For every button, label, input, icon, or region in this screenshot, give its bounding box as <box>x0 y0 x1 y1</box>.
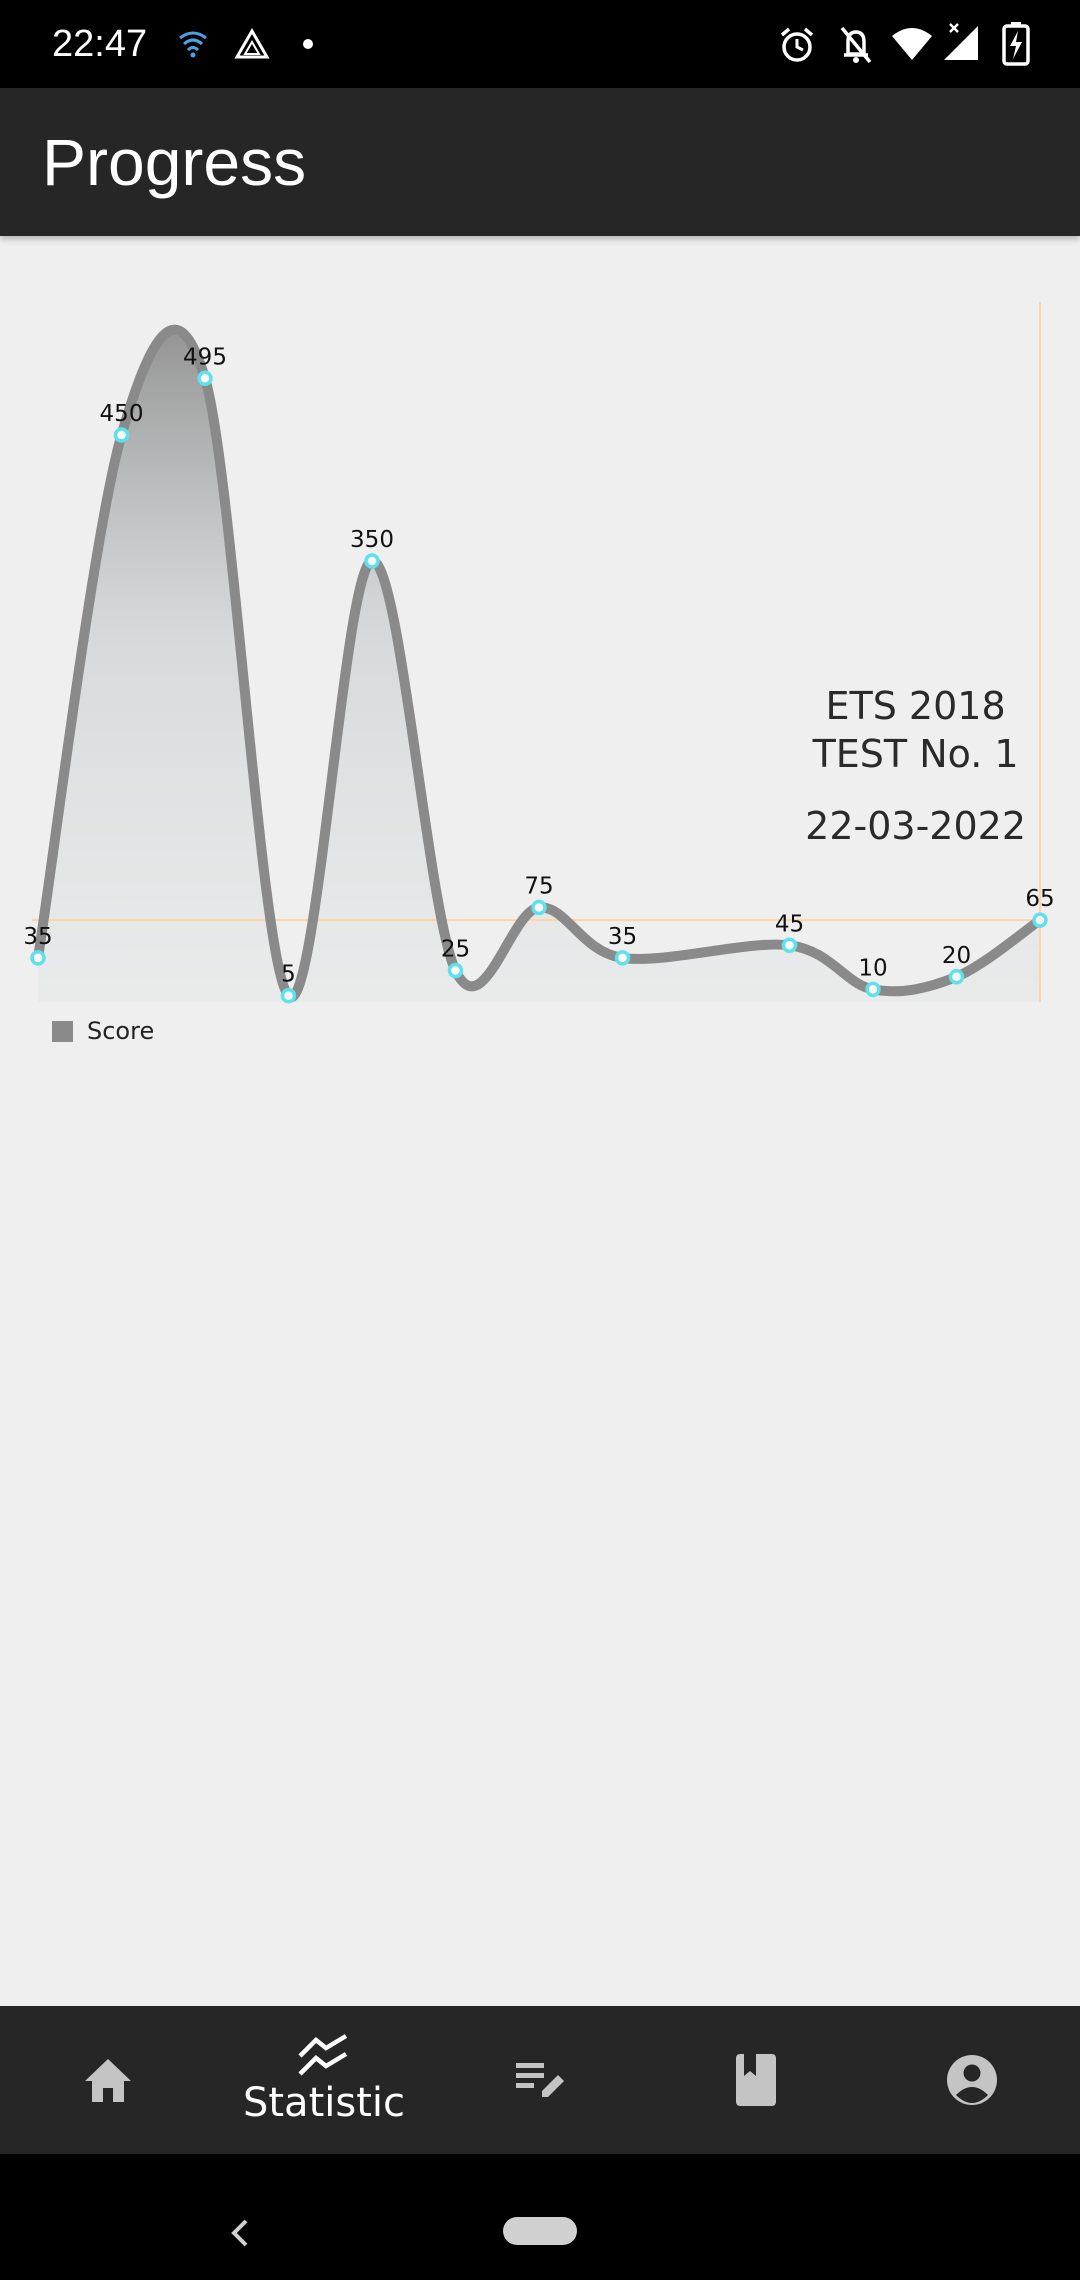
data-point-label: 75 <box>524 874 553 900</box>
marker-test-series: ETS 2018 <box>825 684 1006 728</box>
notifications-off-icon <box>840 26 872 64</box>
nav-bookmarks[interactable] <box>648 2006 864 2154</box>
nav-statistic-label: Statistic <box>242 2080 405 2126</box>
data-point[interactable] <box>280 987 297 1004</box>
bookmark-icon <box>736 2054 776 2106</box>
account-icon <box>947 2055 997 2105</box>
drive-icon <box>234 28 270 59</box>
status-bar: 22:47 <box>0 0 1080 88</box>
app-bar: Progress <box>0 88 1080 236</box>
data-point-label: 450 <box>100 401 144 427</box>
progress-chart[interactable]: 35 450 495 5 350 25 75 35 45 10 20 65 <box>0 236 1080 1076</box>
data-point-label: 35 <box>608 924 637 950</box>
status-time: 22:47 <box>52 23 148 65</box>
data-point[interactable] <box>197 370 213 387</box>
page-title: Progress <box>42 125 307 199</box>
score-series-line <box>33 324 1045 1003</box>
marker-test-number: TEST No. 1 <box>812 732 1019 776</box>
legend-swatch-score <box>52 1020 73 1042</box>
chart-legend: Score <box>52 1016 154 1046</box>
data-point-label: 35 <box>23 924 52 950</box>
data-point[interactable] <box>614 950 631 966</box>
data-point[interactable] <box>865 981 881 998</box>
home-icon <box>85 2059 131 2102</box>
statistic-icon <box>298 2034 348 2076</box>
alarm-icon <box>780 27 814 62</box>
data-point-label: 350 <box>350 527 394 553</box>
score-line-chart[interactable]: 35 450 495 5 350 25 75 35 45 10 20 65 <box>0 236 1080 1076</box>
bottom-navigation: Statistic <box>0 2006 1080 2154</box>
data-point[interactable] <box>447 962 464 979</box>
nav-account[interactable] <box>864 2006 1080 2154</box>
data-point-label: 495 <box>183 344 227 370</box>
data-point[interactable] <box>531 899 547 916</box>
data-point-label: 20 <box>942 943 971 969</box>
data-point-label: 10 <box>858 955 887 981</box>
nav-exercises[interactable] <box>432 2006 648 2154</box>
wifi-signal-icon <box>179 31 207 58</box>
data-point[interactable] <box>781 937 798 954</box>
data-point[interactable] <box>30 950 46 966</box>
data-point-label: 45 <box>775 911 804 937</box>
edit-list-icon <box>516 2063 564 2097</box>
data-point-label: 5 <box>281 962 296 988</box>
data-point-label: 25 <box>441 937 470 963</box>
wifi-icon <box>892 28 932 60</box>
home-pill-icon[interactable] <box>503 2217 577 2245</box>
data-point[interactable] <box>113 427 130 443</box>
battery-charging-icon <box>1002 22 1030 66</box>
data-point-label: 65 <box>1025 886 1054 912</box>
legend-label-score: Score <box>87 1017 155 1045</box>
marker-info: ETS 2018 TEST No. 1 22-03-2022 <box>805 682 1026 850</box>
nav-home[interactable] <box>0 2006 216 2154</box>
data-point[interactable] <box>364 553 380 569</box>
nav-statistic[interactable]: Statistic <box>216 2006 432 2154</box>
data-point[interactable] <box>1032 912 1048 928</box>
cell-signal-icon <box>944 23 978 60</box>
data-point[interactable] <box>948 969 965 985</box>
marker-date: 22-03-2022 <box>805 804 1026 848</box>
system-navigation-bar <box>0 2154 1080 2280</box>
back-icon[interactable] <box>226 2216 254 2250</box>
dot-icon <box>303 39 313 49</box>
